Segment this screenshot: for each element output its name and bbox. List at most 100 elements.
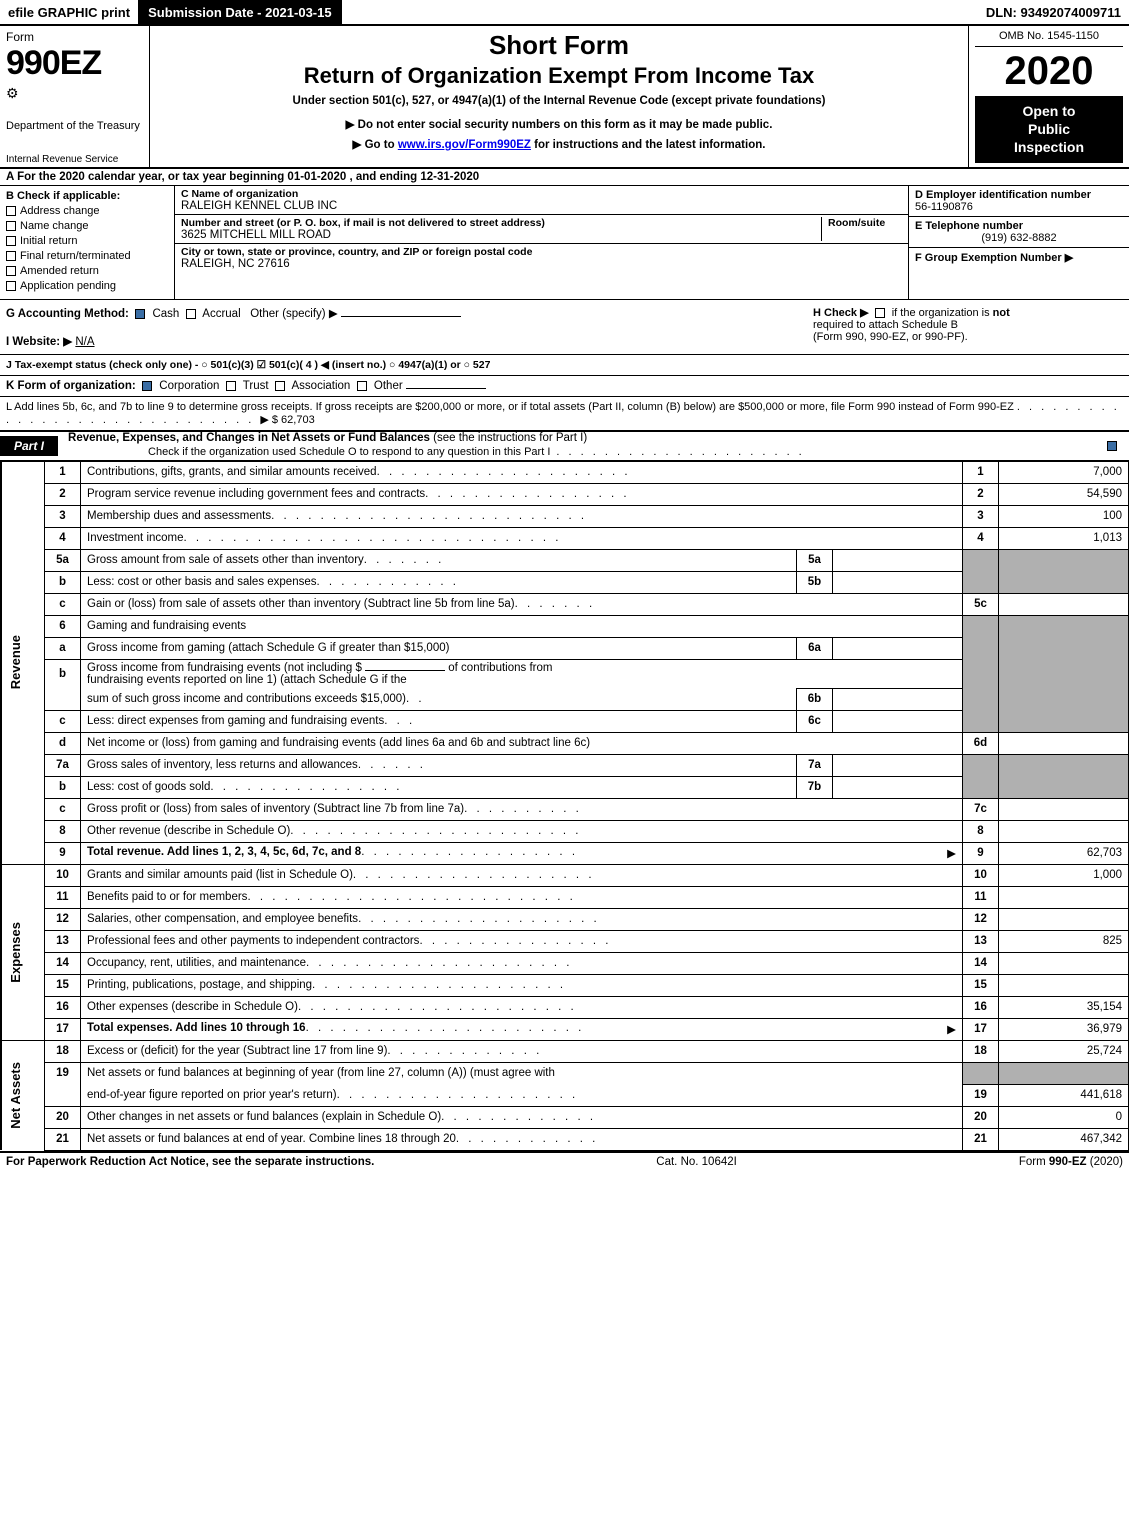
row-a-tax-year: A For the 2020 calendar year, or tax yea…: [0, 169, 1129, 186]
line-6b-1: b Gross income from fundraising events (…: [1, 659, 1129, 688]
line-5c: c Gain or (loss) from sale of assets oth…: [1, 593, 1129, 615]
line-20: 20 Other changes in net assets or fund b…: [1, 1106, 1129, 1128]
tax-year: 2020: [975, 49, 1123, 94]
goto-pre: ▶ Go to: [353, 139, 398, 151]
j-text: J Tax-exempt status (check only one) - ○…: [6, 359, 490, 371]
city-value: RALEIGH, NC 27616: [181, 258, 902, 270]
f-label: F Group Exemption Number ▶: [915, 251, 1123, 264]
header-mid: Short Form Return of Organization Exempt…: [150, 26, 969, 167]
line-14: 14 Occupancy, rent, utilities, and maint…: [1, 952, 1129, 974]
expenses-side-label: Expenses: [8, 922, 23, 983]
irs-label: Internal Revenue Service: [6, 154, 118, 165]
line-10: Expenses 10 Grants and similar amounts p…: [1, 864, 1129, 886]
chk-schedule-b[interactable]: [875, 308, 885, 318]
street-label: Number and street (or P. O. box, if mail…: [181, 217, 815, 229]
chk-cash[interactable]: [135, 309, 145, 319]
line-9: 9 Total revenue. Add lines 1, 2, 3, 4, 5…: [1, 842, 1129, 864]
line-19a: 19 Net assets or fund balances at beginn…: [1, 1062, 1129, 1084]
line-7a: 7a Gross sales of inventory, less return…: [1, 754, 1129, 776]
page-footer: For Paperwork Reduction Act Notice, see …: [0, 1151, 1129, 1171]
line-4: 4 Investment income . . . . . . . . . . …: [1, 527, 1129, 549]
chk-trust[interactable]: [226, 381, 236, 391]
k-label: K Form of organization:: [6, 380, 136, 392]
line-6b-2: sum of such gross income and contributio…: [1, 688, 1129, 710]
part1-sub: Check if the organization used Schedule …: [68, 444, 805, 460]
row-g: G Accounting Method: Cash Accrual Other …: [6, 306, 813, 320]
chk-final-return[interactable]: Final return/terminated: [6, 250, 168, 262]
chk-amended-return[interactable]: Amended return: [6, 265, 168, 277]
street-value: 3625 MITCHELL MILL ROAD: [181, 229, 815, 241]
part1-paren: (see the instructions for Part I): [430, 432, 587, 444]
subtitle-goto: ▶ Go to www.irs.gov/Form990EZ for instru…: [160, 137, 958, 151]
line-8: 8 Other revenue (describe in Schedule O)…: [1, 820, 1129, 842]
part1-title: Revenue, Expenses, and Changes in Net As…: [68, 432, 430, 444]
l-text: L Add lines 5b, 6c, and 7b to line 9 to …: [6, 401, 1014, 413]
line-5a: 5a Gross amount from sale of assets othe…: [1, 549, 1129, 571]
row-l-gross-receipts: L Add lines 5b, 6c, and 7b to line 9 to …: [0, 397, 1129, 432]
line-19b: end-of-year figure reported on prior yea…: [1, 1084, 1129, 1106]
goto-post: for instructions and the latest informat…: [531, 139, 766, 151]
identity-section: B Check if applicable: Address change Na…: [0, 186, 1129, 300]
form-number: 990EZ: [6, 44, 143, 83]
top-bar: efile GRAPHIC print Submission Date - 20…: [0, 0, 1129, 26]
efile-label: efile GRAPHIC print: [0, 5, 138, 20]
room-label: Room/suite: [828, 217, 902, 229]
open-line1: Open to: [979, 102, 1119, 120]
line-15: 15 Printing, publications, postage, and …: [1, 974, 1129, 996]
line-16: 16 Other expenses (describe in Schedule …: [1, 996, 1129, 1018]
chk-corporation[interactable]: [142, 381, 152, 391]
line-3: 3 Membership dues and assessments . . . …: [1, 505, 1129, 527]
org-name: RALEIGH KENNEL CLUB INC: [181, 200, 902, 212]
footer-right: Form 990-EZ (2020): [1019, 1156, 1123, 1168]
line-11: 11 Benefits paid to or for members . . .…: [1, 886, 1129, 908]
row-h: H Check ▶ if the organization is not req…: [813, 306, 1123, 348]
ein-value: 56-1190876: [915, 201, 1123, 213]
chk-schedule-o[interactable]: [1107, 440, 1121, 452]
line-21: 21 Net assets or fund balances at end of…: [1, 1128, 1129, 1150]
line-7b: b Less: cost of goods sold . . . . . . .…: [1, 776, 1129, 798]
g-label: G Accounting Method:: [6, 308, 129, 320]
form-word: Form: [6, 30, 143, 44]
row-ghi: G Accounting Method: Cash Accrual Other …: [0, 300, 1129, 355]
netassets-side-label: Net Assets: [8, 1062, 23, 1129]
part1-tab: Part I: [0, 436, 58, 456]
chk-accrual[interactable]: [186, 309, 196, 319]
open-line2: Public: [979, 120, 1119, 138]
footer-cat: Cat. No. 10642I: [656, 1156, 737, 1168]
part1-table: Revenue 1 Contributions, gifts, grants, …: [0, 461, 1129, 1151]
line-6: 6 Gaming and fundraising events: [1, 615, 1129, 637]
row-i: I Website: ▶ N/A: [6, 334, 813, 348]
c-label: C Name of organization: [181, 188, 902, 200]
d-label: D Employer identification number: [915, 189, 1123, 201]
line-13: 13 Professional fees and other payments …: [1, 930, 1129, 952]
contrib-amount-input[interactable]: [365, 670, 445, 671]
other-specify-input[interactable]: [341, 316, 461, 317]
row-k-form-org: K Form of organization: Corporation Trus…: [0, 376, 1129, 397]
irs-link[interactable]: www.irs.gov/Form990EZ: [398, 139, 531, 151]
col-b-checkboxes: B Check if applicable: Address change Na…: [0, 186, 175, 299]
h-not: not: [993, 307, 1010, 319]
chk-application-pending[interactable]: Application pending: [6, 280, 168, 292]
line-2: 2 Program service revenue including gove…: [1, 483, 1129, 505]
other-org-input[interactable]: [406, 388, 486, 389]
row-j-tax-exempt: J Tax-exempt status (check only one) - ○…: [0, 355, 1129, 376]
chk-initial-return[interactable]: Initial return: [6, 235, 168, 247]
department-label: Department of the Treasury: [6, 120, 143, 132]
chk-name-change[interactable]: Name change: [6, 220, 168, 232]
phone-value: (919) 632-8882: [915, 232, 1123, 244]
submission-date-button[interactable]: Submission Date - 2021-03-15: [138, 0, 342, 24]
dln-label: DLN: 93492074009711: [986, 5, 1129, 20]
omb-number: OMB No. 1545-1150: [975, 30, 1123, 47]
part1-header: Part I Revenue, Expenses, and Changes in…: [0, 432, 1129, 461]
chk-address-change[interactable]: Address change: [6, 205, 168, 217]
line-6d: d Net income or (loss) from gaming and f…: [1, 732, 1129, 754]
open-line3: Inspection: [979, 138, 1119, 156]
treasury-seal-icon: ⚙: [6, 85, 143, 102]
subtitle-ssn: ▶ Do not enter social security numbers o…: [160, 117, 958, 131]
line-5b: b Less: cost or other basis and sales ex…: [1, 571, 1129, 593]
chk-association[interactable]: [275, 381, 285, 391]
h-label: H Check ▶: [813, 307, 869, 319]
title-short-form: Short Form: [160, 30, 958, 61]
chk-other-org[interactable]: [357, 381, 367, 391]
line-17: 17 Total expenses. Add lines 10 through …: [1, 1018, 1129, 1040]
